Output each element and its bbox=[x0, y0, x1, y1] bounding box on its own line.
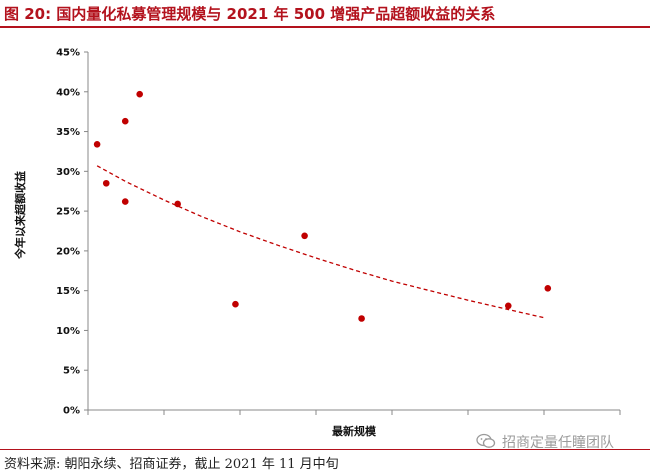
x-axis-label: 最新规模 bbox=[332, 425, 376, 438]
wechat-icon bbox=[476, 433, 496, 448]
y-tick-label: 0% bbox=[63, 406, 80, 417]
data-point bbox=[504, 302, 512, 310]
y-tick-label: 5% bbox=[63, 366, 80, 377]
data-point bbox=[301, 232, 308, 240]
y-tick-label: 15% bbox=[56, 286, 80, 297]
y-tick-label: 20% bbox=[56, 246, 80, 257]
data-point bbox=[232, 300, 239, 308]
figure-title: 图 20: 国内量化私募管理规模与 2021 年 500 增强产品超额收益的关系 bbox=[4, 5, 496, 23]
data-point bbox=[93, 140, 101, 148]
data-point bbox=[544, 284, 552, 292]
data-point bbox=[121, 117, 129, 125]
figure-header: 图 20: 国内量化私募管理规模与 2021 年 500 增强产品超额收益的关系 bbox=[0, 0, 650, 26]
y-tick-label: 40% bbox=[56, 87, 80, 98]
watermark: 招商定量任瞳团队 bbox=[478, 432, 614, 452]
data-point bbox=[136, 90, 143, 98]
title-rule bbox=[0, 26, 650, 28]
footer-rule bbox=[0, 449, 650, 450]
y-tick-label: 10% bbox=[56, 326, 80, 337]
data-point bbox=[121, 198, 129, 205]
y-tick-label: 30% bbox=[56, 167, 80, 178]
y-tick-label: 35% bbox=[56, 127, 80, 138]
source-note: 资料来源: 朝阳永续、招商证券，截止 2021 年 11 月中旬 bbox=[4, 457, 339, 472]
data-point bbox=[358, 315, 365, 322]
watermark-text: 招商定量任瞳团队 bbox=[502, 435, 614, 451]
data-point bbox=[174, 200, 181, 208]
data-point bbox=[102, 179, 110, 187]
trendline bbox=[96, 165, 545, 319]
y-tick-label: 45% bbox=[56, 48, 80, 59]
y-tick-label: 25% bbox=[56, 207, 80, 218]
